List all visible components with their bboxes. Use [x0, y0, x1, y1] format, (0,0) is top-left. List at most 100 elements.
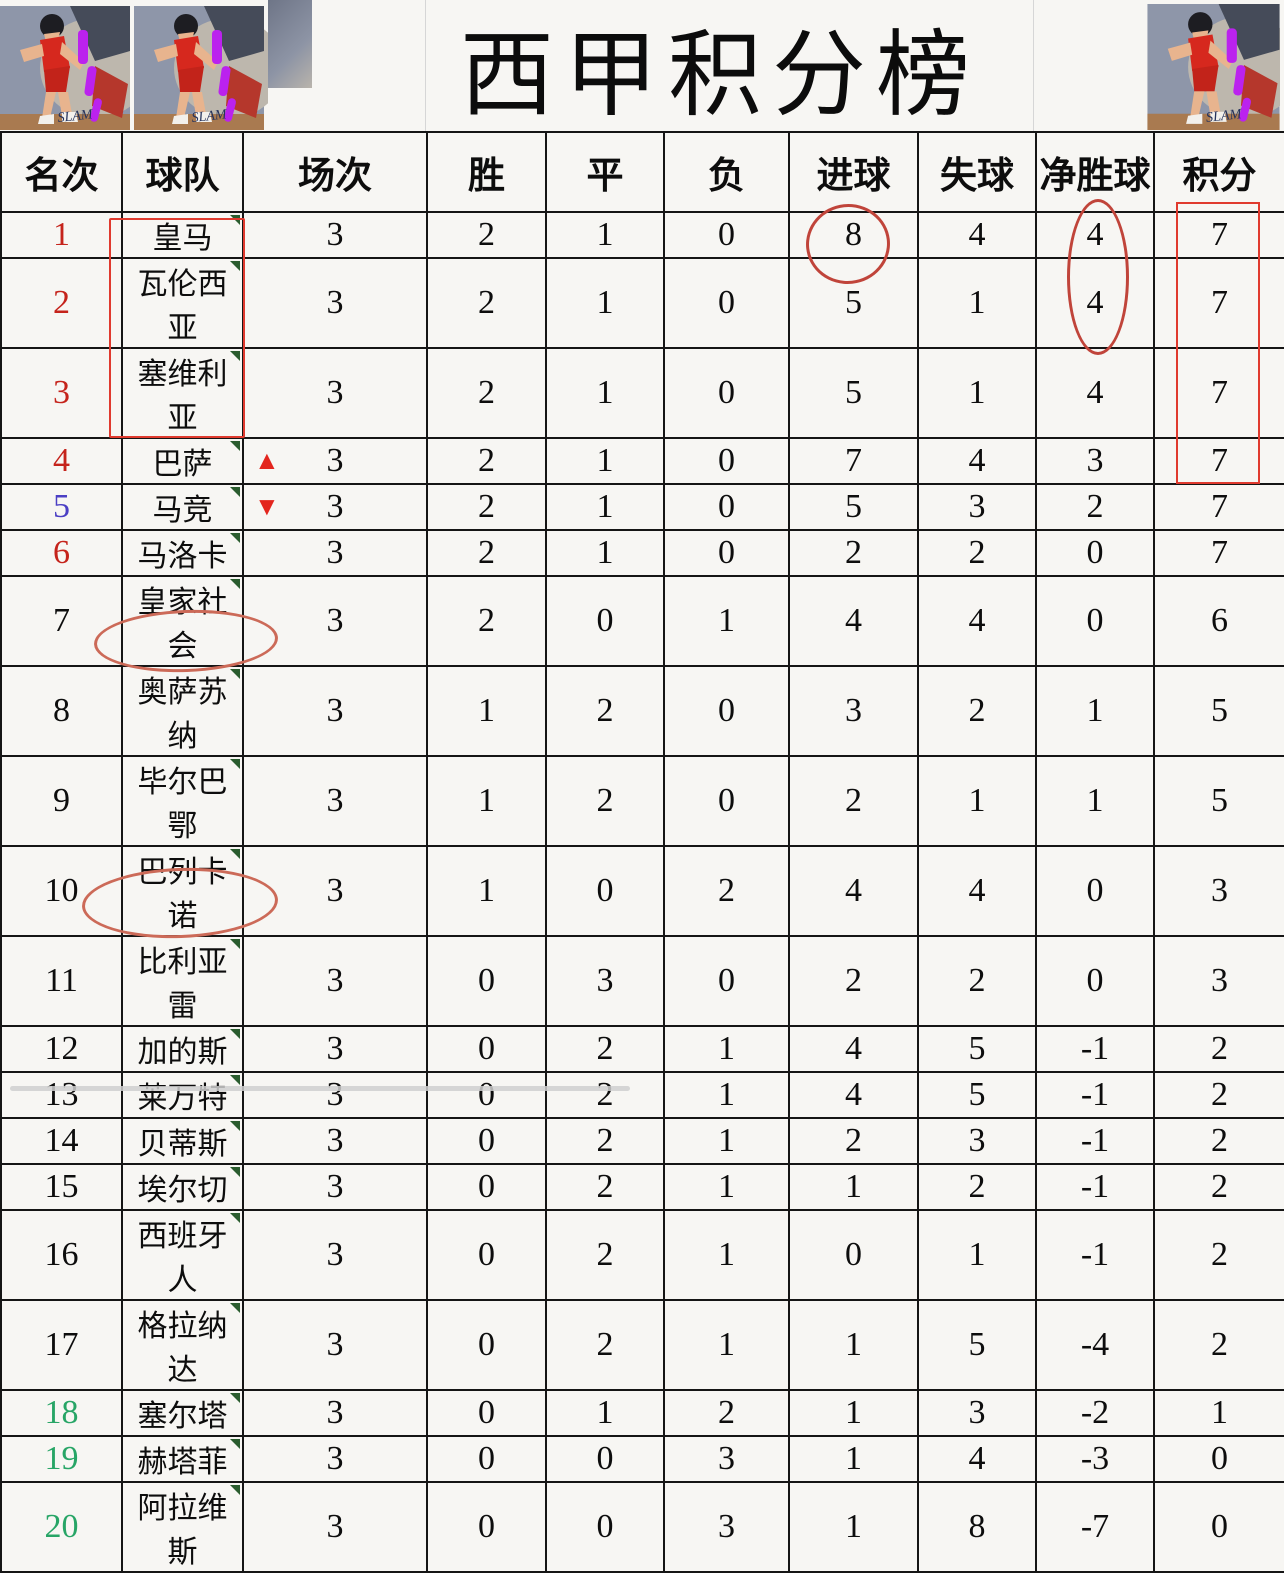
comment-marker-icon: [230, 1393, 240, 1403]
points-cell: 2: [1153, 1209, 1284, 1301]
table-row: 15 埃尔切 3 0 2 1 1 2 -1 2: [0, 1163, 1284, 1211]
played-value: 3: [326, 442, 344, 479]
goals-against-cell: 4: [917, 437, 1037, 485]
goals-for-value: 5: [845, 488, 862, 525]
rank-value: 2: [53, 284, 70, 321]
played-cell: 3: [242, 665, 428, 757]
rank-cell: 3: [0, 347, 123, 439]
comment-marker-icon: [230, 1213, 240, 1223]
draw-cell: 2: [545, 1025, 665, 1073]
played-cell: 3: [242, 529, 428, 577]
win-cell: 0: [426, 935, 547, 1027]
rank-value: 7: [53, 602, 70, 639]
win-cell: 0: [426, 1071, 547, 1119]
table-row: 16 西班牙人 3 0 2 1 0 1 -1 2: [0, 1209, 1284, 1301]
win-value: 0: [478, 1326, 495, 1363]
played-cell: 3: [242, 575, 428, 667]
column-header-1: 球队: [121, 131, 244, 213]
rank-value: 5: [53, 488, 70, 525]
goals-against-value: 4: [968, 602, 986, 639]
goal-diff-cell: 1: [1035, 755, 1155, 847]
table-row: 17 格拉纳达 3 0 2 1 1 5 -4 2: [0, 1299, 1284, 1391]
loss-cell: 0: [663, 347, 790, 439]
rank-cell: 13: [0, 1071, 123, 1119]
goals-for-cell: 1: [788, 1299, 919, 1391]
goals-for-cell: 2: [788, 1117, 919, 1165]
table-row: 14 贝蒂斯 3 0 2 1 2 3 -1 2: [0, 1117, 1284, 1165]
goals-for-value: 1: [845, 1168, 862, 1205]
draw-cell: 2: [545, 1299, 665, 1391]
column-header-4: 平: [545, 131, 665, 213]
points-cell: 3: [1153, 935, 1284, 1027]
goal-diff-value: -3: [1080, 1440, 1110, 1477]
title-gridline: [1033, 0, 1034, 133]
points-value: 2: [1211, 1122, 1228, 1159]
draw-cell: 0: [545, 1435, 665, 1483]
rank-value: 11: [45, 962, 78, 999]
goal-diff-cell: -2: [1035, 1389, 1155, 1437]
loss-cell: 1: [663, 1299, 790, 1391]
loss-cell: 0: [663, 211, 790, 259]
table-row: 10 巴列卡诺 3 1 0 2 4 4 0 3: [0, 845, 1284, 937]
goals-for-cell: 4: [788, 845, 919, 937]
points-value: 7: [1211, 216, 1228, 253]
rank-value: 20: [44, 1508, 79, 1545]
goal-diff-value: 0: [1086, 872, 1104, 909]
goals-for-value: 8: [845, 216, 862, 253]
win-cell: 1: [426, 845, 547, 937]
loss-cell: 0: [663, 437, 790, 485]
played-cell: 3: [242, 1389, 428, 1437]
team-cell: 加的斯: [121, 1025, 244, 1073]
goals-for-value: 2: [845, 1122, 862, 1159]
team-cell: 塞维利亚: [121, 347, 244, 439]
rank-cell: 19: [0, 1435, 123, 1483]
goals-for-cell: 1: [788, 1389, 919, 1437]
points-cell: 2: [1153, 1299, 1284, 1391]
bottom-edge-artifact: [10, 1086, 630, 1091]
title-gridline: [425, 0, 426, 133]
team-cell: 马竞: [121, 483, 244, 531]
points-cell: 2: [1153, 1025, 1284, 1073]
rank-cell: 14: [0, 1117, 123, 1165]
goals-for-cell: 2: [788, 529, 919, 577]
goals-against-cell: 4: [917, 211, 1037, 259]
goals-against-value: 5: [968, 1326, 986, 1363]
draw-value: 0: [596, 602, 614, 639]
draw-value: 1: [596, 442, 614, 479]
team-cell: 毕尔巴鄂: [121, 755, 244, 847]
loss-value: 3: [718, 1508, 735, 1545]
win-cell: 1: [426, 665, 547, 757]
goal-diff-cell: 2: [1035, 483, 1155, 531]
team-cell: 西班牙人: [121, 1209, 244, 1301]
svg-text:SLAM: SLAM: [191, 107, 229, 126]
table-row: 6 马洛卡 3 2 1 0 2 2 0 7: [0, 529, 1284, 577]
team-value: 埃尔切: [137, 1174, 228, 1207]
goals-against-cell: 4: [917, 845, 1037, 937]
column-header-7: 失球: [917, 131, 1037, 213]
rank-cell: 10: [0, 845, 123, 937]
goals-for-cell: 7: [788, 437, 919, 485]
loss-cell: 1: [663, 1209, 790, 1301]
goals-against-value: 8: [968, 1508, 986, 1545]
trend-up-icon: ▲: [254, 446, 280, 475]
loss-value: 0: [718, 284, 735, 321]
win-value: 0: [478, 962, 495, 999]
draw-value: 1: [596, 488, 614, 525]
rank-cell: 6: [0, 529, 123, 577]
goal-diff-cell: -4: [1035, 1299, 1155, 1391]
team-value: 阿拉维斯: [137, 1492, 228, 1569]
team-value: 巴列卡诺: [137, 856, 228, 933]
loss-cell: 0: [663, 665, 790, 757]
goals-for-value: 4: [845, 1076, 862, 1113]
team-cell: 埃尔切: [121, 1163, 244, 1211]
team-cell: 皇马: [121, 211, 244, 259]
comment-marker-icon: [230, 487, 240, 497]
goals-for-value: 1: [845, 1440, 862, 1477]
points-value: 2: [1211, 1030, 1228, 1067]
played-cell: 3: [242, 1163, 428, 1211]
points-cell: 7: [1153, 347, 1284, 439]
played-cell: 3: [242, 1071, 428, 1119]
played-cell: 3: [242, 1299, 428, 1391]
rank-value: 19: [44, 1440, 79, 1477]
points-value: 2: [1211, 1326, 1228, 1363]
